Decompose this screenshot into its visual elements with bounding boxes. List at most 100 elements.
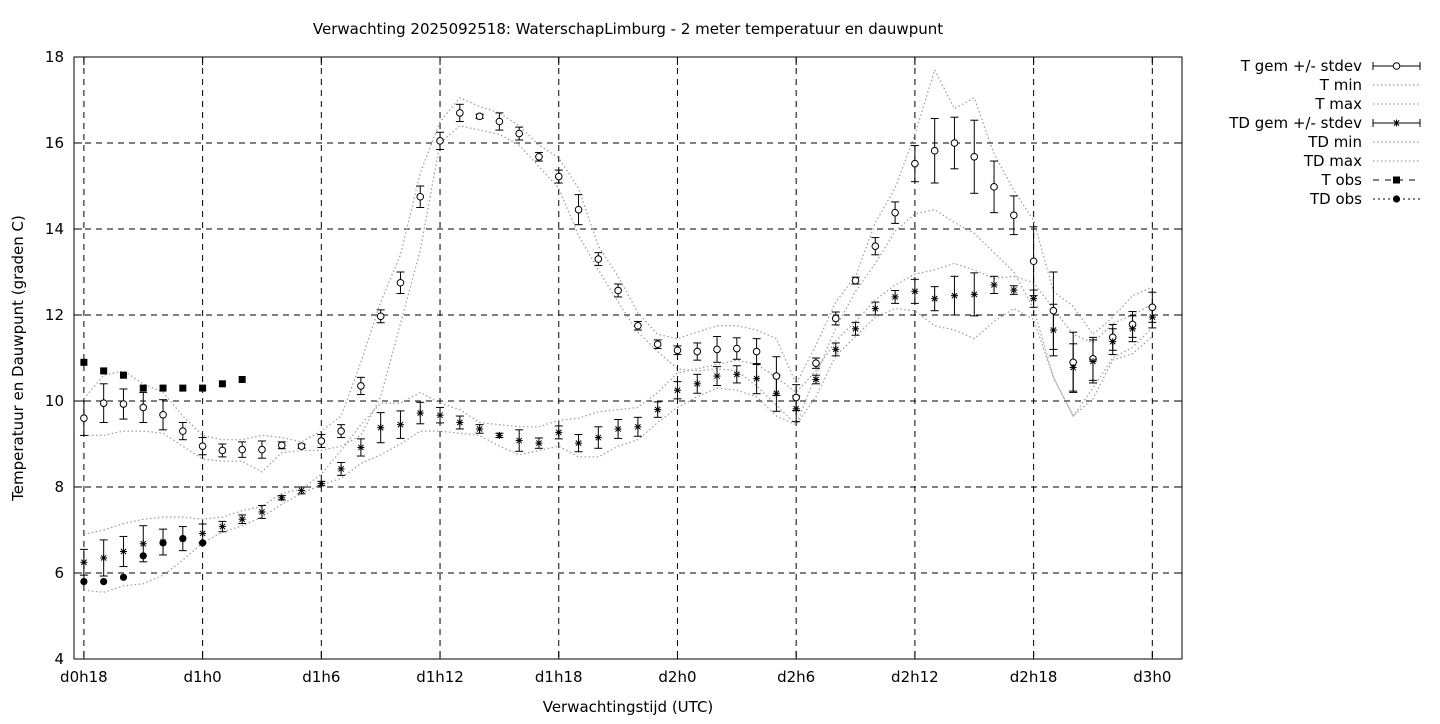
t-obs-point (119, 371, 127, 379)
t-obs-point (100, 367, 108, 375)
t-mean-point (535, 152, 543, 161)
t-min-line (83, 125, 1153, 473)
y-tick-label: 12 (45, 306, 64, 324)
grid (74, 57, 1182, 659)
td-mean-point (298, 486, 306, 494)
legend-marker (1393, 176, 1400, 184)
td-mean-point-stroke (1070, 364, 1077, 371)
t-mean-point (851, 276, 860, 285)
legend-label: T gem +/- stdev (1240, 57, 1362, 75)
legend-entry: T gem +/- stdev (1240, 57, 1421, 75)
td-mean-point (792, 405, 800, 413)
td-mean-point-stroke (555, 429, 562, 436)
legend-label: T min (1319, 76, 1362, 94)
td-mean-point (693, 380, 701, 388)
legend-label: TD gem +/- stdev (1228, 114, 1362, 132)
x-tick-label: d0h18 (60, 668, 108, 686)
t-mean-point (475, 112, 484, 121)
t-obs-point (80, 358, 88, 366)
t-obs-point (199, 384, 207, 392)
td-obs-point (119, 573, 128, 581)
td-mean-point-stroke (140, 540, 147, 547)
td-mean-point (218, 523, 226, 531)
y-tick-label: 10 (45, 392, 64, 410)
legend-entry: TD max (1303, 152, 1420, 170)
t-mean-point (198, 442, 207, 450)
legend-entry: T min (1319, 76, 1420, 94)
t-mean-point (1148, 303, 1157, 312)
x-axis-label: Verwachtingstijd (UTC) (543, 698, 714, 716)
axes: 4 6 8 10 12 14 16 18 d0h18 d1h0 d1h6 d1h12 d1h18 d2h0… (45, 48, 1182, 686)
legend-label: TD obs (1309, 190, 1362, 208)
td-mean-point-stroke (338, 465, 345, 472)
td-mean-point-stroke (357, 444, 364, 451)
td-mean-point (555, 428, 563, 436)
td-mean-point (891, 293, 899, 301)
t-mean-point (950, 139, 959, 147)
td-mean-point-stroke (239, 516, 246, 523)
t-mean-point (376, 312, 385, 321)
td-mean-point-stroke (634, 423, 641, 430)
data-marks (79, 103, 1157, 586)
td-mean-point-stroke (832, 346, 839, 353)
td-mean-point-stroke (654, 406, 661, 413)
td-mean-point-stroke (100, 554, 107, 561)
t-mean-point (752, 347, 761, 356)
t-mean-point (436, 137, 444, 145)
td-mean-point (80, 558, 88, 566)
td-mean-point-stroke (298, 487, 305, 494)
td-mean-point (1069, 363, 1077, 371)
t-mean-point (179, 427, 187, 435)
y-tick-label: 4 (54, 650, 64, 668)
td-mean-point (535, 439, 543, 447)
t-mean-point (277, 441, 286, 450)
t-mean-point (1049, 306, 1058, 315)
legend-marker (1393, 119, 1400, 127)
td-mean-point-stroke (753, 375, 760, 382)
td-mean-point (436, 411, 444, 419)
td-obs-point (159, 539, 167, 547)
td-mean-point-stroke (1010, 287, 1017, 294)
td-mean-point (515, 437, 523, 445)
td-mean-point-stroke (773, 390, 780, 397)
t-mean-point (218, 446, 227, 455)
t-mean-point (831, 314, 840, 323)
td-mean-point (1109, 338, 1117, 346)
td-mean-point (871, 305, 879, 313)
t-mean-point (1029, 257, 1038, 266)
t-mean-point (297, 442, 306, 450)
td-mean-point (634, 423, 642, 431)
td-mean-point-stroke (575, 440, 582, 447)
td-mean-point (753, 375, 761, 383)
legend-entry: TD min (1307, 133, 1420, 151)
t-mean-point (614, 286, 622, 295)
x-tick-label: d1h12 (416, 668, 464, 686)
t-mean-point (495, 117, 504, 126)
x-tick-label: d2h18 (1010, 668, 1058, 686)
td-mean-point-stroke (971, 291, 978, 298)
td-mean-point (673, 386, 681, 394)
t-mean-point (990, 183, 998, 191)
t-mean-point (99, 399, 108, 407)
td-mean-point-stroke (911, 288, 918, 295)
legend-marker (1392, 62, 1401, 70)
t-mean-point (653, 340, 662, 349)
t-obs-point (179, 384, 187, 392)
x-tick-label: d2h0 (658, 668, 696, 686)
td-obs-point (100, 578, 108, 586)
td-mean-point (495, 431, 503, 439)
td-mean-point (772, 389, 780, 397)
td-mean-point (199, 529, 207, 537)
td-mean-point-stroke (951, 292, 958, 299)
t-mean-point (911, 159, 919, 168)
t-mean-point (357, 382, 365, 390)
td-mean-point-stroke (714, 373, 721, 380)
legend-marker-stroke (1393, 120, 1400, 126)
td-mean-point (1148, 313, 1156, 321)
legend-entry: T max (1314, 95, 1420, 113)
td-mean-point (990, 281, 998, 289)
td-mean-point (456, 419, 464, 426)
td-mean-point (317, 480, 325, 488)
td-mean-point (1030, 295, 1038, 303)
